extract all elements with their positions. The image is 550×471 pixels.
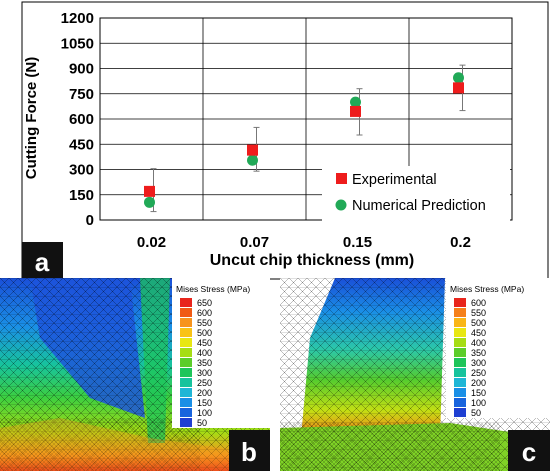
stress-legend-b-swatch xyxy=(180,408,192,417)
chart-legend: Experimental Numerical Prediction xyxy=(322,166,510,222)
stress-legend-b-level-label: 100 xyxy=(197,408,212,418)
stress-legend-c-level-label: 550 xyxy=(471,308,486,318)
stress-legend-b-swatch xyxy=(180,358,192,367)
y-tick-label: 1200 xyxy=(61,10,94,27)
y-axis-title: Cutting Force (N) xyxy=(23,57,40,179)
stress-legend-b-level-label: 200 xyxy=(197,388,212,398)
experimental-point xyxy=(453,82,464,94)
y-tick-label: 600 xyxy=(69,111,94,128)
stress-legend-c-level-label: 200 xyxy=(471,378,486,388)
stress-legend-c-swatch xyxy=(454,348,466,357)
experimental-point xyxy=(350,105,361,117)
stress-legend-b-level-label: 500 xyxy=(197,328,212,338)
stress-legend-b-swatch xyxy=(180,318,192,327)
y-tick-labels: 0 150 300 450 600 750 900 1050 1200 xyxy=(61,10,94,229)
stress-legend-b-level-label: 250 xyxy=(197,378,212,388)
stress-legend-b-swatch xyxy=(180,338,192,347)
stress-legend-c-swatch xyxy=(454,378,466,387)
cutting-force-chart: 0 150 300 450 600 750 900 1050 1200 0.02 0.07 0.15… xyxy=(21,1,549,280)
panel-label-c: c xyxy=(508,430,550,471)
stress-legend-c-level-label: 300 xyxy=(471,358,486,368)
experimental-point xyxy=(247,144,258,156)
legend-label-numerical: Numerical Prediction xyxy=(352,198,486,214)
y-tick-label: 1050 xyxy=(61,35,94,52)
stress-legend-b-swatch xyxy=(180,328,192,337)
stress-legend-c-level-label: 400 xyxy=(471,338,486,348)
stress-legend-b-level-label: 450 xyxy=(197,338,212,348)
y-tick-label: 900 xyxy=(69,61,94,78)
stress-legend-b-swatch xyxy=(180,398,192,407)
stress-legend-b-title: Mises Stress (MPa) xyxy=(176,284,250,294)
legend-marker-numerical xyxy=(335,199,347,211)
stress-legend-c-level-label: 250 xyxy=(471,368,486,378)
stress-legend-c-swatch xyxy=(454,328,466,337)
y-tick-label: 750 xyxy=(69,86,94,103)
stress-legend-c-level-label: 450 xyxy=(471,328,486,338)
stress-legend-c-level-label: 50 xyxy=(471,408,481,418)
stress-legend-c-level-label: 500 xyxy=(471,318,486,328)
stress-legend-b-swatch xyxy=(180,378,192,387)
x-tick-label: 0.15 xyxy=(343,234,372,251)
legend-marker-experimental xyxy=(336,173,347,184)
stress-legend-b-level-label: 600 xyxy=(197,308,212,318)
data-marks xyxy=(144,64,466,213)
x-tick-labels: 0.02 0.07 0.15 0.2 xyxy=(137,234,471,251)
y-tick-label: 450 xyxy=(69,136,94,153)
stress-legend-c-swatch xyxy=(454,318,466,327)
stress-legend-c-swatch xyxy=(454,308,466,317)
stress-legend-b-level-label: 400 xyxy=(197,348,212,358)
stress-legend-c-swatch xyxy=(454,368,466,377)
stress-legend-c-swatch xyxy=(454,358,466,367)
stress-legend-b: Mises Stress (MPa) 650600550500450400350… xyxy=(172,278,270,428)
stress-legend-c-swatch xyxy=(454,338,466,347)
stress-legend-b-level-label: 550 xyxy=(197,318,212,328)
stress-legend-c-swatch xyxy=(454,388,466,397)
stress-legend-b-swatch xyxy=(180,308,192,317)
svg-text:a: a xyxy=(35,247,50,277)
stress-legend-c-title: Mises Stress (MPa) xyxy=(450,284,524,294)
experimental-point xyxy=(144,185,155,197)
stress-legend-b-level-label: 350 xyxy=(197,358,212,368)
panel-label-a: a xyxy=(22,242,63,279)
panel-label-b: b xyxy=(229,430,270,471)
stress-legend-c-level-label: 350 xyxy=(471,348,486,358)
fem-stress-map-c: Mises Stress (MPa) 600550500450400350300… xyxy=(280,278,550,471)
stress-legend-b-swatch xyxy=(180,388,192,397)
stress-legend-b-swatch xyxy=(180,298,192,307)
numerical-point xyxy=(144,196,155,208)
stress-legend-c-swatch xyxy=(454,398,466,407)
svg-text:b: b xyxy=(241,437,257,467)
stress-legend-c-swatch xyxy=(454,298,466,307)
stress-legend-c-level-label: 600 xyxy=(471,298,486,308)
y-tick-label: 300 xyxy=(69,162,94,179)
x-tick-label: 0.07 xyxy=(240,234,269,251)
stress-legend-b-level-label: 150 xyxy=(197,398,212,408)
x-axis-title: Uncut chip thickness (mm) xyxy=(210,252,414,269)
svg-text:c: c xyxy=(522,437,536,467)
stress-legend-b-swatch xyxy=(180,348,192,357)
stress-legend-c: Mises Stress (MPa) 600550500450400350300… xyxy=(446,278,550,418)
x-tick-label: 0.02 xyxy=(137,234,166,251)
plot-area xyxy=(21,1,549,280)
numerical-point xyxy=(350,96,361,108)
stress-legend-b-swatch xyxy=(180,418,192,427)
fem-stress-map-b: Mises Stress (MPa) 650600550500450400350… xyxy=(0,278,270,471)
stress-legend-b-swatch xyxy=(180,368,192,377)
stress-legend-b-level-label: 650 xyxy=(197,298,212,308)
x-tick-label: 0.2 xyxy=(450,234,471,251)
legend-background xyxy=(322,166,510,222)
stress-legend-b-level-label: 300 xyxy=(197,368,212,378)
numerical-point xyxy=(247,154,258,166)
stress-legend-b-level-label: 50 xyxy=(197,418,207,428)
legend-label-experimental: Experimental xyxy=(352,172,437,188)
plot-frame xyxy=(99,17,513,221)
stress-legend-c-swatch xyxy=(454,408,466,417)
y-tick-label: 150 xyxy=(69,187,94,204)
stress-legend-c-level-label: 150 xyxy=(471,388,486,398)
numerical-point xyxy=(453,72,464,84)
y-tick-label: 0 xyxy=(86,212,94,229)
stress-legend-c-level-label: 100 xyxy=(471,398,486,408)
